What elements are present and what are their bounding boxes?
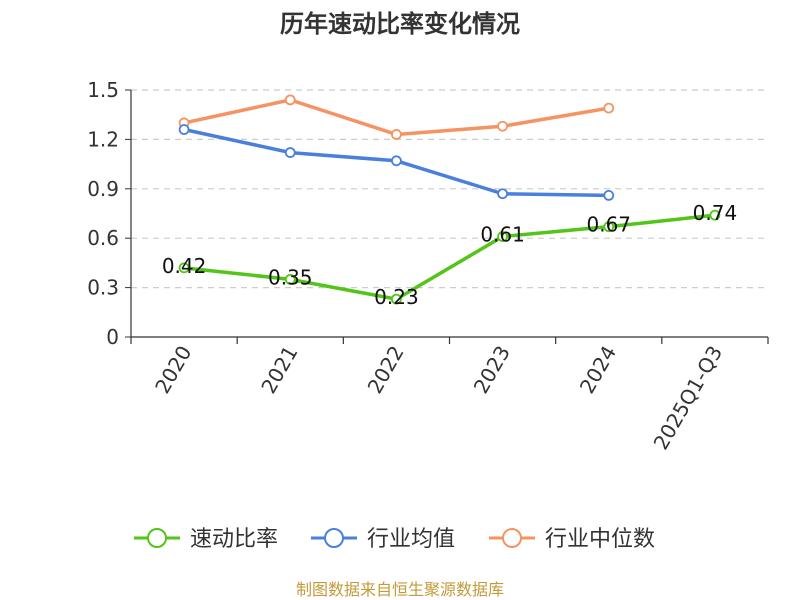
y-tick-label: 0 [106, 325, 119, 349]
chart-title: 历年速动比率变化情况 [280, 10, 520, 38]
series-line [183, 213, 716, 301]
legend-label: 速动比率 [190, 527, 278, 552]
source-note: 制图数据来自恒生聚源数据库 [296, 580, 504, 599]
data-point [178, 124, 190, 135]
series-2 [178, 94, 615, 140]
x-tick-label: 2021 [256, 342, 302, 398]
y-tick-label: 0.9 [87, 177, 119, 201]
y-tick-label: 0.3 [87, 276, 119, 300]
legend-item-0: 速动比率 [134, 527, 278, 552]
data-point [603, 221, 615, 233]
x-tick-label: 2022 [363, 342, 409, 398]
legend-item-2: 行业中位数 [489, 527, 655, 552]
legend-marker [324, 528, 344, 548]
data-label: 0.74 [693, 201, 738, 225]
legend-label: 行业中位数 [545, 527, 655, 552]
legend-marker [147, 528, 167, 548]
grid [131, 89, 768, 289]
data-point [391, 129, 402, 140]
y-tick-label: 0.6 [87, 226, 119, 250]
legend: 速动比率 行业均值 行业中位数 [134, 527, 655, 552]
series-group [178, 94, 721, 305]
data-label: 0.35 [268, 265, 313, 289]
x-tick-label: 2023 [469, 342, 515, 398]
data-labels: 0.42 0.35 0.23 0.61 0.67 0.74 [162, 201, 737, 309]
data-point [391, 293, 402, 305]
data-label: 0.23 [374, 285, 419, 309]
data-point [603, 189, 615, 201]
data-point [391, 155, 402, 167]
y-tick-label: 1.2 [87, 127, 119, 151]
data-point [603, 102, 615, 114]
series-0 [178, 209, 721, 305]
data-point [709, 209, 721, 221]
series-1 [178, 124, 615, 201]
legend-marker [502, 528, 522, 548]
y-tick-label: 1.5 [87, 78, 119, 102]
data-point [497, 188, 508, 200]
x-tick-label: 2025Q1-Q3 [649, 342, 728, 454]
data-point [178, 262, 190, 274]
data-point [497, 231, 508, 242]
legend-label: 行业均值 [367, 527, 455, 552]
data-point [284, 94, 296, 106]
data-label: 0.42 [162, 254, 207, 278]
x-tick-label: 2020 [150, 342, 196, 398]
data-label: 0.61 [480, 223, 525, 247]
data-label: 0.67 [586, 213, 631, 237]
x-tick-label: 2024 [575, 342, 621, 398]
data-point [497, 120, 508, 132]
legend-item-1: 行业均值 [311, 527, 455, 552]
data-point [284, 147, 296, 158]
data-point [284, 273, 296, 285]
